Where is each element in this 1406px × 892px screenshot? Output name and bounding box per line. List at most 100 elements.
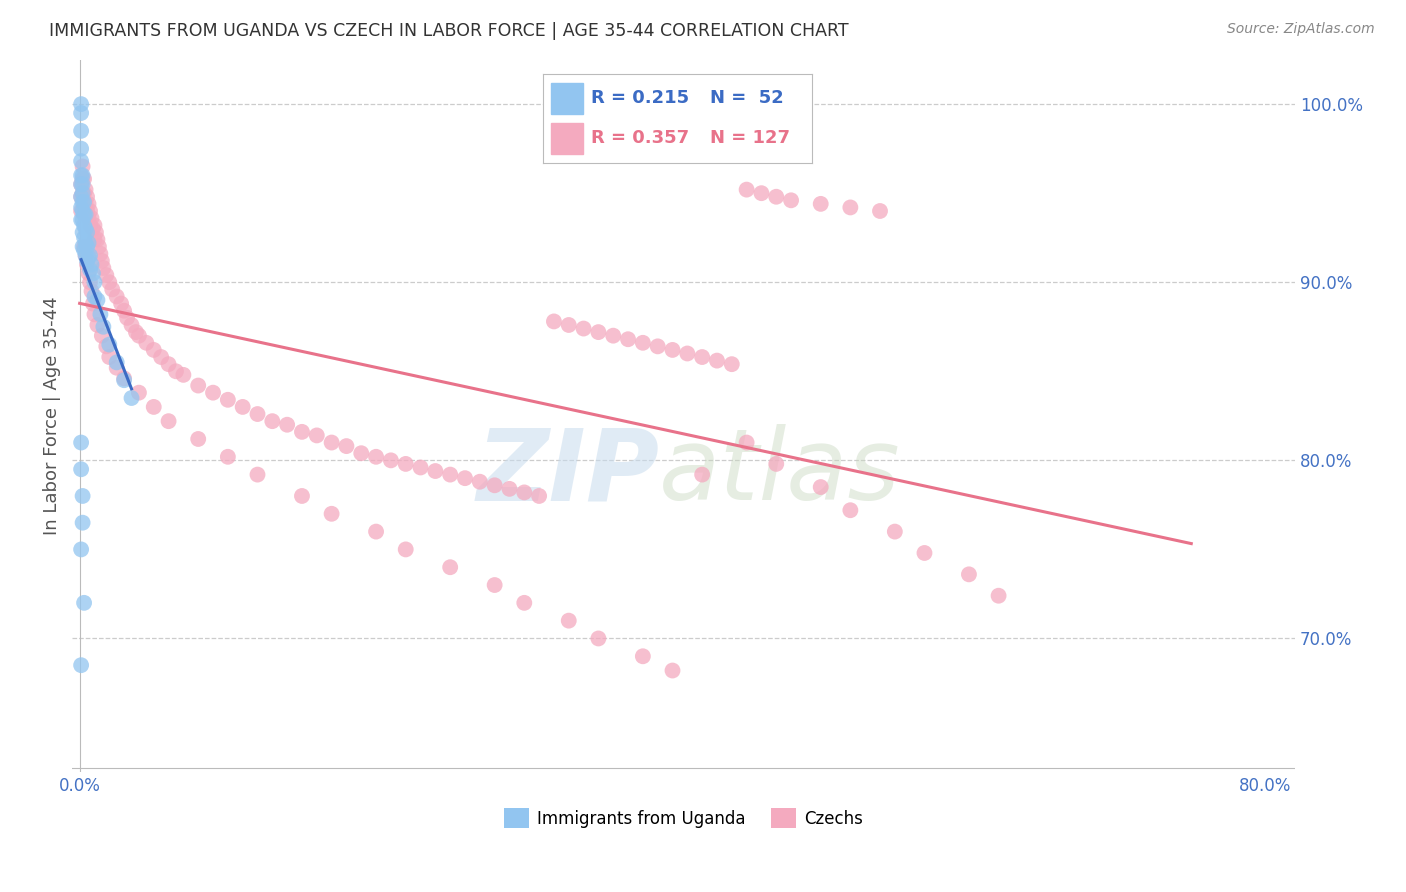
Point <box>89 246 111 260</box>
Point <box>735 435 758 450</box>
Point <box>735 183 758 197</box>
Point <box>73 195 96 210</box>
Text: IMMIGRANTS FROM UGANDA VS CZECH IN LABOR FORCE | AGE 35-44 CORRELATION CHART: IMMIGRANTS FROM UGANDA VS CZECH IN LABOR… <box>49 22 849 40</box>
Point <box>83 232 105 246</box>
Point <box>72 186 94 201</box>
Point <box>96 339 118 353</box>
Point <box>98 337 121 351</box>
Point <box>83 275 105 289</box>
Point <box>142 400 165 414</box>
Point <box>765 457 787 471</box>
Point <box>86 232 108 246</box>
Point <box>409 460 432 475</box>
Point <box>70 542 93 557</box>
Point <box>83 219 105 233</box>
Point <box>76 253 98 268</box>
Point <box>572 321 595 335</box>
Point <box>82 222 104 236</box>
Point <box>112 303 135 318</box>
Point <box>839 503 862 517</box>
Point <box>350 446 373 460</box>
Point <box>150 350 173 364</box>
Point <box>72 186 94 201</box>
Point <box>112 371 135 385</box>
Point <box>72 178 94 192</box>
Point <box>543 314 565 328</box>
Point <box>80 257 103 271</box>
Point <box>957 567 980 582</box>
Point <box>87 239 110 253</box>
Point <box>70 124 93 138</box>
Point <box>72 195 94 210</box>
Point <box>647 339 669 353</box>
Point <box>765 190 787 204</box>
Point <box>83 307 105 321</box>
Point <box>70 154 93 169</box>
Point <box>780 194 803 208</box>
Point <box>79 204 101 219</box>
Point <box>558 614 581 628</box>
Point <box>246 407 269 421</box>
Point <box>76 204 98 219</box>
Point <box>513 485 536 500</box>
Point <box>157 414 180 428</box>
Point <box>217 450 239 464</box>
Point <box>105 355 128 369</box>
Point <box>79 248 101 262</box>
Text: atlas: atlas <box>659 425 901 521</box>
Point <box>232 400 254 414</box>
Point <box>128 385 150 400</box>
Point <box>70 169 93 183</box>
Point <box>305 428 328 442</box>
Point <box>72 204 94 219</box>
Point <box>661 343 683 357</box>
Point <box>70 201 93 215</box>
Point <box>439 467 461 482</box>
Point <box>484 578 506 592</box>
Point <box>987 589 1010 603</box>
Point <box>142 343 165 357</box>
Point <box>75 248 97 262</box>
Point <box>128 328 150 343</box>
Point <box>425 464 447 478</box>
Point <box>73 243 96 257</box>
Point <box>82 296 104 310</box>
Point <box>70 142 93 156</box>
Point <box>77 266 100 280</box>
Point <box>661 664 683 678</box>
Point <box>125 325 148 339</box>
Point <box>395 457 418 471</box>
Point <box>77 250 100 264</box>
Point <box>77 197 100 211</box>
Point <box>76 257 98 271</box>
Point <box>80 211 103 226</box>
Point <box>98 350 121 364</box>
Point <box>291 489 314 503</box>
Point <box>72 226 94 240</box>
Point <box>172 368 194 382</box>
Point <box>96 268 118 282</box>
Y-axis label: In Labor Force | Age 35-44: In Labor Force | Age 35-44 <box>44 296 60 535</box>
Point <box>79 275 101 289</box>
Point <box>617 332 640 346</box>
Point <box>165 364 187 378</box>
Point <box>75 235 97 250</box>
Point <box>90 253 112 268</box>
Point <box>73 219 96 233</box>
Point <box>75 183 97 197</box>
Text: Source: ZipAtlas.com: Source: ZipAtlas.com <box>1227 22 1375 37</box>
Point <box>110 296 132 310</box>
Point <box>602 328 624 343</box>
Point <box>75 208 97 222</box>
Point <box>690 467 713 482</box>
Point <box>70 106 93 120</box>
Point <box>706 353 728 368</box>
Point <box>77 211 100 226</box>
Point <box>751 186 773 201</box>
Point <box>72 516 94 530</box>
Point <box>121 391 143 405</box>
Point <box>93 260 115 275</box>
Point <box>93 319 115 334</box>
Point <box>73 596 96 610</box>
Point <box>454 471 477 485</box>
